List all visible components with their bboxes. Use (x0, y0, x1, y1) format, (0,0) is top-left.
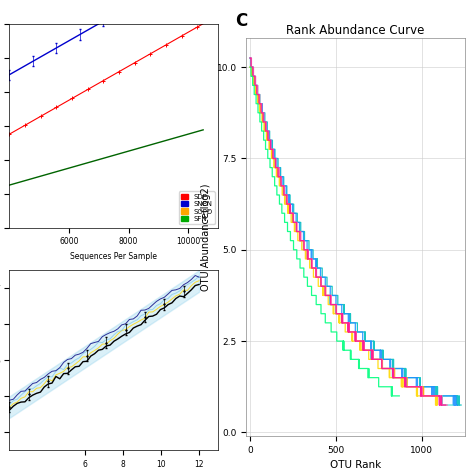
X-axis label: OTU Rank: OTU Rank (330, 460, 381, 470)
Title: Rank Abundance Curve: Rank Abundance Curve (286, 24, 425, 37)
Y-axis label: OTU Abundance(log2): OTU Abundance(log2) (201, 183, 211, 291)
Legend: SDP, SNPN, SOPD, SFN: SDP, SNPN, SOPD, SFN (179, 191, 215, 224)
Text: C: C (235, 12, 247, 30)
X-axis label: Sequences Per Sample: Sequences Per Sample (70, 252, 157, 261)
